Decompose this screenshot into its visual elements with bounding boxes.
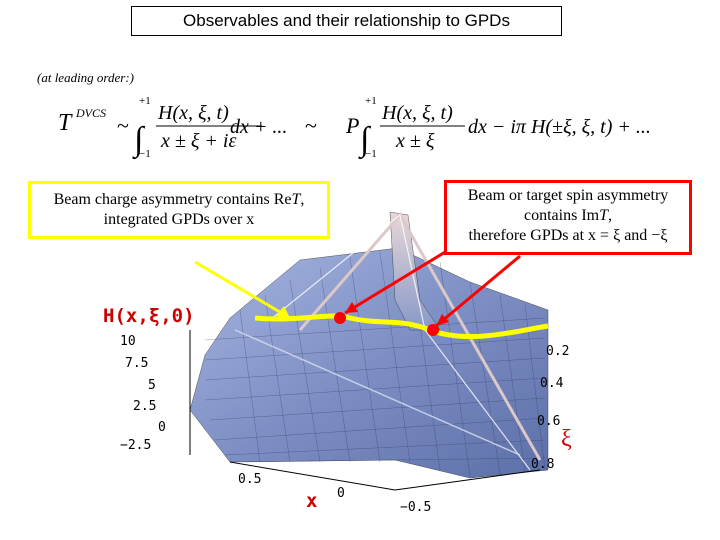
plot-axes	[189, 330, 541, 491]
crossing-valley	[234, 329, 521, 456]
x-tick-1: 0	[337, 486, 345, 501]
xi-tick-0: 0.2	[546, 344, 570, 359]
integral-2-upper: +1	[365, 95, 377, 107]
integral-2-sign: ∫	[358, 121, 372, 160]
z-tick-3: 2.5	[133, 399, 157, 414]
z-tick-5: −2.5	[120, 438, 152, 453]
callout-right-line1: Beam or target spin asymmetry	[467, 187, 669, 204]
frac2-denominator: x ± ξ	[395, 130, 435, 152]
xi-tick-2: 0.6	[537, 414, 561, 429]
xi-tick-1: 0.4	[540, 376, 564, 391]
integral-1-lower: −1	[139, 148, 151, 160]
callout-right-comma: ,	[608, 207, 612, 224]
callout-right-line3: therefore GPDs at x = ξ and −ξ	[468, 227, 668, 244]
point-x-eq-minus-xi	[334, 312, 346, 324]
callout-left-line2: integrated GPDs over x	[103, 211, 255, 228]
callout-charge-asymmetry: Beam charge asymmetry contains ReT, inte…	[28, 181, 330, 239]
surface-grid	[204, 251, 546, 477]
frac1-dx: dx + ...	[230, 116, 287, 138]
callout-right-line2: contains Im	[524, 207, 600, 224]
callout-left-comma: ,	[300, 191, 305, 208]
xi-axis-label: ξ	[561, 426, 572, 452]
arrow-right-1-head	[345, 302, 358, 313]
arrow-left-head	[276, 306, 290, 318]
formula-sim-2: ~	[305, 113, 317, 138]
frac1-numerator: H(x, ξ, t)	[157, 102, 229, 124]
arrow-right-2-head	[436, 314, 449, 326]
callout-right-T: T	[599, 207, 608, 224]
frac1-denominator: x ± ξ + iε	[160, 130, 236, 152]
formula-lhs-sup: DVCS	[75, 106, 106, 120]
x-axis-label: x	[306, 490, 318, 512]
integral-1-sign: ∫	[132, 121, 146, 160]
point-x-eq-xi	[427, 324, 439, 336]
integral-2-lower: −1	[365, 148, 377, 160]
formula-lhs: T	[58, 110, 73, 136]
integral-1-upper: +1	[139, 95, 151, 107]
dvcs-formula: T DVCS ~ +1 ∫ −1 H(x, ξ, t) x ± ξ + iε d…	[58, 95, 651, 160]
frac2-numerator: H(x, ξ, t)	[381, 102, 453, 124]
arrow-right-2	[435, 254, 521, 328]
formula-principal: P	[345, 113, 359, 138]
leading-order-note: (at leading order:)	[37, 70, 134, 85]
arrow-left	[194, 260, 291, 320]
frac2-rest: dx − iπ H(±ξ, ξ, t) + ...	[468, 116, 651, 138]
z-tick-1: 7.5	[125, 356, 149, 371]
x-tick-0: 0.5	[238, 472, 262, 487]
slide-title: Observables and their relationship to GP…	[131, 6, 562, 36]
z-tick-4: 0	[158, 420, 166, 435]
plot-title: H(x,ξ,0)	[103, 305, 195, 327]
callout-spin-asymmetry: Beam or target spin asymmetry contains I…	[444, 180, 692, 255]
xi-tick-3: 0.8	[531, 457, 555, 472]
highlight-line	[254, 313, 549, 340]
z-tick-2: 5	[148, 378, 156, 393]
callout-left-line1: Beam charge asymmetry contains Re	[53, 191, 292, 208]
z-tick-0: 10	[120, 334, 136, 349]
formula-sim-1: ~	[117, 113, 129, 138]
arrow-right-1	[344, 244, 456, 315]
x-tick-2: −0.5	[400, 500, 432, 515]
callout-left-T: T	[291, 191, 301, 208]
